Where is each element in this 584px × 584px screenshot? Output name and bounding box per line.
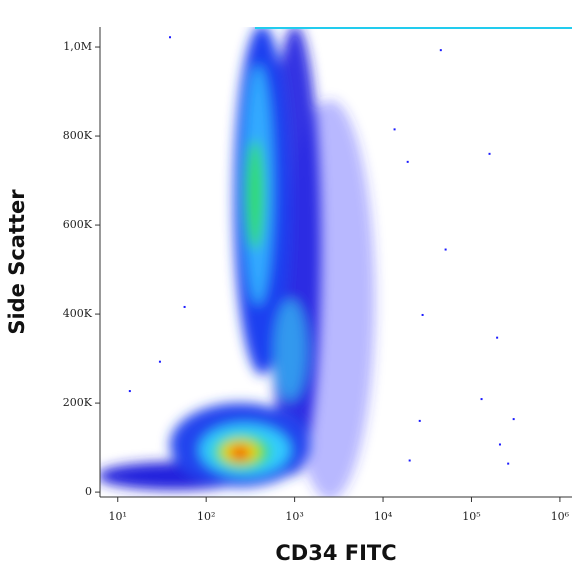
y-tick-label: 1,0M <box>63 40 92 53</box>
y-tick-label: 200K <box>63 396 93 409</box>
x-tick-label: 10⁴ <box>374 510 393 523</box>
point <box>128 390 131 393</box>
point <box>183 305 186 308</box>
x-tick-label: 10⁵ <box>462 510 480 523</box>
point <box>408 459 411 462</box>
density-plot <box>100 27 572 497</box>
point <box>421 313 424 316</box>
point <box>439 49 442 52</box>
y-tick-label: 800K <box>63 129 93 142</box>
point <box>480 398 483 401</box>
y-tick-label: 0 <box>85 485 92 498</box>
point <box>496 336 499 339</box>
x-axis-title: CD34 FITC <box>275 541 396 565</box>
point <box>169 36 172 39</box>
point <box>158 360 161 363</box>
x-tick-label: 10² <box>197 510 215 523</box>
point <box>512 418 515 421</box>
y-tick-label: 400K <box>63 307 93 320</box>
point <box>498 443 501 446</box>
point <box>406 160 409 163</box>
point <box>418 419 421 422</box>
x-tick-label: 10³ <box>285 510 303 523</box>
point <box>444 248 447 251</box>
y-tick-label: 600K <box>63 218 93 231</box>
point <box>507 462 510 465</box>
x-tick-label: 10¹ <box>109 510 127 523</box>
point <box>488 152 491 155</box>
y-axis-title: Side Scatter <box>5 189 29 335</box>
point <box>393 128 396 131</box>
x-tick-label: 10⁶ <box>551 510 570 523</box>
